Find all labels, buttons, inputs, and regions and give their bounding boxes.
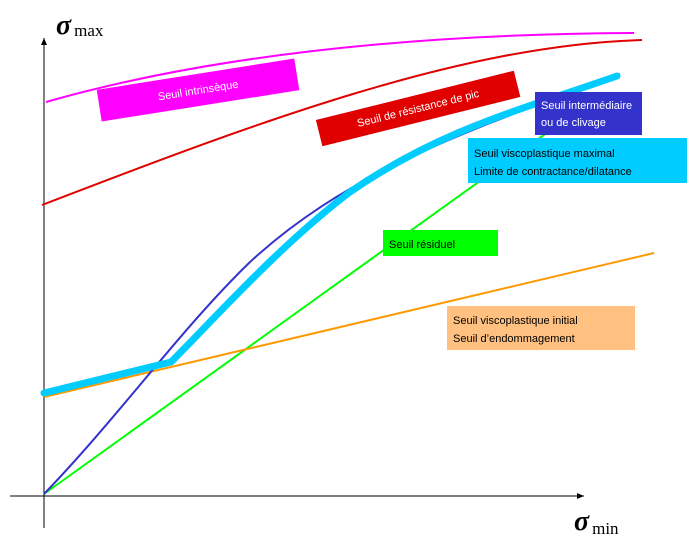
svg-text:Seuil viscoplastique initial: Seuil viscoplastique initial [453,315,578,327]
label-intermediate-threshold: Seuil intermédiaire ou de clivage [535,92,642,135]
svg-text:Seuil viscoplastique maximal: Seuil viscoplastique maximal [474,148,615,160]
label-residual-threshold: Seuil résiduel [383,230,498,256]
curve-intrinsic-threshold [45,32,635,103]
svg-text:Seuil résiduel: Seuil résiduel [389,239,455,251]
y-axis-title: σ max [56,10,104,41]
label-initial-viscoplastic-threshold: Seuil viscoplastique initial Seuil d’end… [447,306,635,350]
svg-text:Seuil d’endommagement: Seuil d’endommagement [453,333,575,345]
label-max-viscoplastic-threshold: Seuil viscoplastique maximal Limite de c… [468,138,687,183]
x-axis-title: σ min [574,506,619,536]
svg-text:ou de clivage: ou de clivage [541,117,606,129]
line-residual-threshold [43,121,563,495]
svg-text:Limite de contractance/dilatan: Limite de contractance/dilatance [474,166,632,178]
curve-peak-strength [41,39,643,206]
label-intrinsic-threshold: Seuil intrinsèque [96,58,300,122]
line-initial-viscoplastic-threshold [43,252,655,398]
curve-max-viscoplastic-threshold [40,72,621,397]
label-peak-threshold: Seuil de résistance de pic [315,70,521,147]
svg-text:Seuil intermédiaire: Seuil intermédiaire [541,100,632,112]
